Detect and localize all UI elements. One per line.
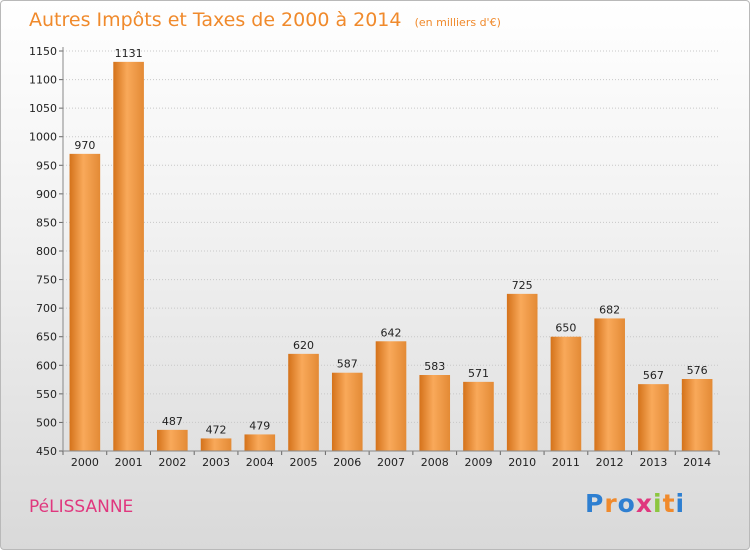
bar-value-label: 479 (249, 419, 270, 432)
bar-value-label: 1131 (115, 47, 143, 60)
y-tick-label: 950 (36, 159, 57, 172)
x-tick-label: 2008 (421, 456, 449, 469)
bar (638, 384, 669, 451)
y-tick-label: 1050 (29, 102, 57, 115)
bar (594, 318, 625, 451)
bar (69, 153, 101, 451)
logo-letter: P (585, 489, 605, 518)
logo-letter: i (675, 489, 686, 518)
bar-value-label: 642 (381, 326, 402, 339)
bar-value-label: 576 (687, 364, 708, 377)
bar-value-label: 725 (512, 279, 533, 292)
y-axis: 450 500 550 600 650 700 750 800 850 900 950 1000 105… (29, 45, 64, 458)
proxiti-logo[interactable]: Proxiti (585, 489, 685, 518)
x-tick-label: 2001 (115, 456, 143, 469)
bar-value-label: 970 (74, 139, 95, 152)
chart-title-main: Autres Impôts et Taxes de 2000 à 2014 (29, 9, 402, 31)
location-name: PéLISSANNE (29, 497, 134, 517)
bar (506, 293, 538, 451)
x-axis: 2000 2001 2002 2003 2004 2005 2006 2007 2008 2009… (62, 450, 720, 469)
x-tick-label: 2004 (246, 456, 274, 469)
y-tick-label: 850 (36, 216, 57, 229)
bar (200, 438, 232, 451)
y-tick-label: 700 (36, 302, 57, 315)
bar (244, 434, 276, 451)
x-tick-label: 2012 (596, 456, 624, 469)
y-tick-label: 900 (36, 188, 57, 201)
x-tick-label: 2006 (333, 456, 361, 469)
bar-value-label: 567 (643, 369, 664, 382)
x-tick-label: 2003 (202, 456, 230, 469)
x-tick-label: 2011 (552, 456, 580, 469)
bar (157, 429, 188, 451)
bar-value-label: 650 (555, 322, 576, 335)
x-tick-label: 2013 (639, 456, 667, 469)
bar-value-label: 682 (599, 303, 620, 316)
bar (113, 61, 144, 451)
y-tick-label: 650 (36, 331, 57, 344)
y-tick-label: 600 (36, 359, 57, 372)
y-tick-label: 1000 (29, 131, 57, 144)
x-tick-label: 2014 (683, 456, 711, 469)
bar-value-label: 620 (293, 339, 314, 352)
x-tick-label: 2000 (71, 456, 99, 469)
logo-letter: t (662, 489, 676, 518)
bar (419, 375, 451, 451)
y-tick-label: 1100 (29, 74, 57, 87)
bar (288, 353, 319, 451)
x-tick-label: 2005 (290, 456, 318, 469)
chart-unit-note: (en milliers d'€) (415, 16, 501, 29)
bar (375, 341, 407, 451)
bar-value-label: 487 (162, 415, 183, 428)
x-tick-label: 2007 (377, 456, 405, 469)
y-tick-label: 750 (36, 274, 57, 287)
bar (331, 372, 363, 451)
y-tick-label: 450 (36, 445, 57, 458)
bars: 970 1131 487 472 479 620 587 642 583 571 725 650 682… (69, 47, 713, 451)
bar (550, 336, 582, 451)
x-tick-label: 2009 (464, 456, 492, 469)
logo-letter: i (653, 489, 663, 518)
y-tick-label: 1150 (29, 45, 57, 58)
y-tick-label: 500 (36, 416, 57, 429)
logo-letter: o (617, 489, 636, 518)
y-tick-label: 550 (36, 388, 57, 401)
x-tick-label: 2010 (508, 456, 536, 469)
bar-value-label: 472 (206, 423, 227, 436)
logo-letter: r (604, 489, 618, 518)
x-tick-label: 2002 (158, 456, 186, 469)
y-tick-label: 800 (36, 245, 57, 258)
bar-value-label: 583 (424, 360, 445, 373)
bar (681, 379, 713, 451)
bar-value-label: 587 (337, 358, 358, 371)
bar (463, 381, 494, 451)
chart-title: Autres Impôts et Taxes de 2000 à 2014 (e… (29, 9, 501, 31)
logo-letter: x (635, 489, 653, 518)
bar-value-label: 571 (468, 367, 489, 380)
